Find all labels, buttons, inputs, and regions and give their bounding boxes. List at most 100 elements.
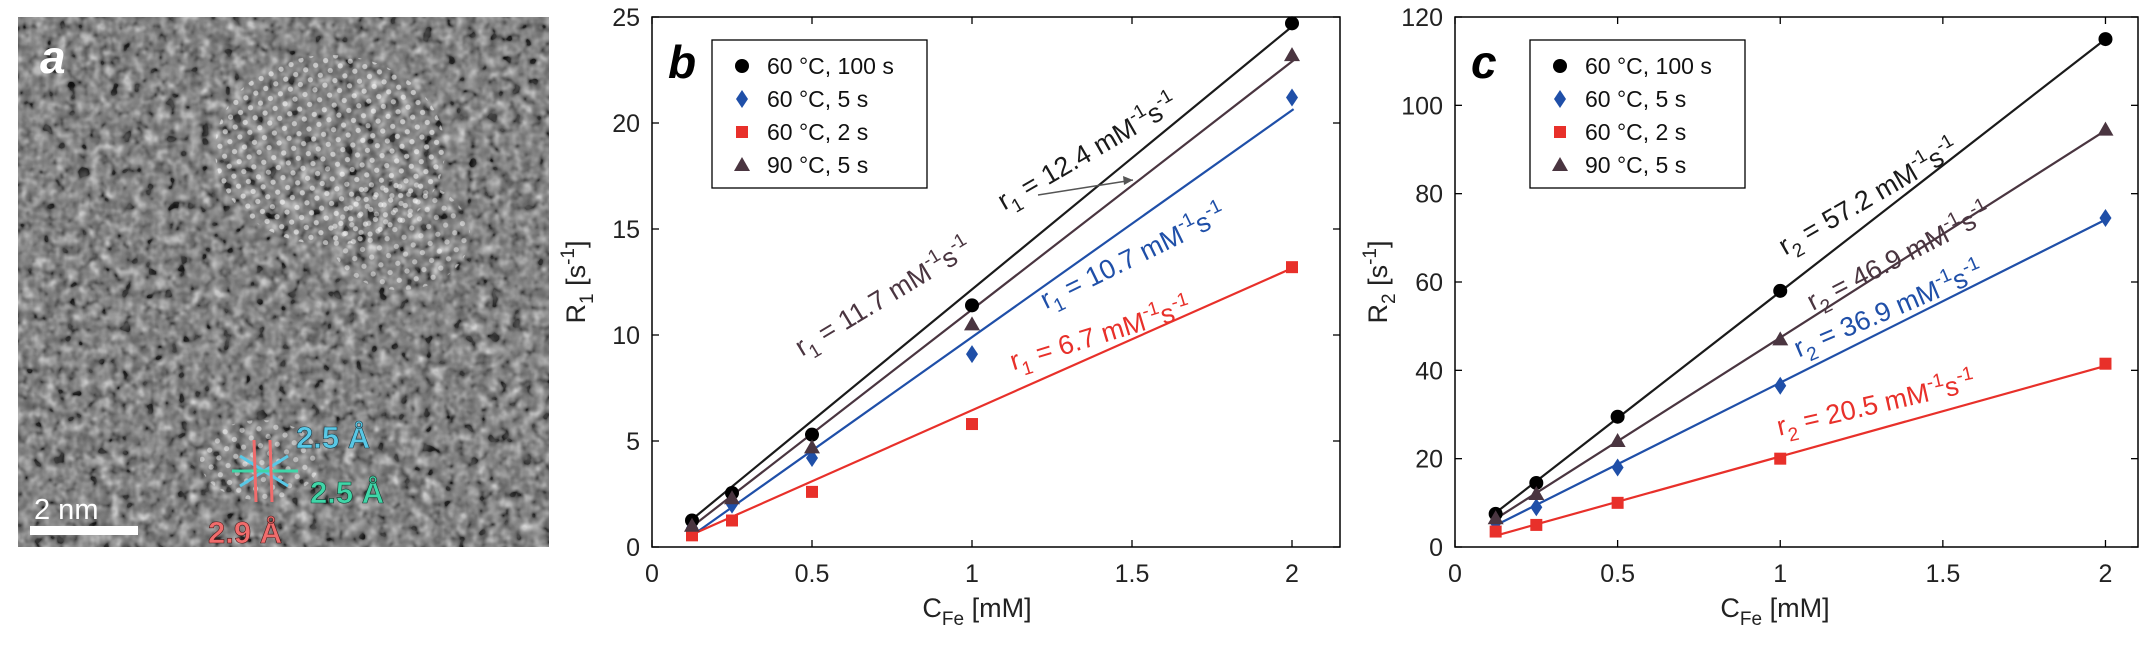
y-tick-label: 100 xyxy=(1401,92,1443,120)
fit-line-3 xyxy=(1493,128,2108,521)
legend-marker-2 xyxy=(1554,126,1566,138)
x-tick-label: 0 xyxy=(645,560,659,588)
legend-entry-label: 90 °C, 5 s xyxy=(767,152,868,178)
data-point-series-2 xyxy=(1489,525,1502,538)
legend-entry-label: 60 °C, 100 s xyxy=(1585,53,1712,79)
crystal-lattice-region-3 xyxy=(200,420,320,500)
y-tick-label: 20 xyxy=(612,110,640,138)
fit-line-0 xyxy=(1493,36,2108,515)
legend-marker-1 xyxy=(1554,90,1566,108)
x-tick-label: 0.5 xyxy=(1600,560,1635,588)
data-point-series-1 xyxy=(1286,88,1298,107)
fit-line-2 xyxy=(689,266,1295,537)
crystal-lattice-region-2 xyxy=(330,180,470,290)
panel-a-tem-image: a 2 nm 2.5 Å 2.5 Å 2.9 Å xyxy=(18,17,549,550)
x-axis-title: CFe [mM] xyxy=(1720,593,1829,630)
y-tick-label: 15 xyxy=(612,216,640,244)
data-point-series-2 xyxy=(1530,518,1543,531)
fit-line-3 xyxy=(689,59,1295,529)
y-tick-label: 10 xyxy=(612,322,640,350)
panel-label-a: a xyxy=(40,31,66,83)
spacing-label-3: 2.9 Å xyxy=(208,515,282,550)
data-point-series-3 xyxy=(684,517,700,532)
data-point-series-0 xyxy=(1610,409,1625,424)
data-point-series-3 xyxy=(724,490,740,505)
scale-bar-label: 2 nm xyxy=(34,494,98,526)
spacing-label-1: 2.5 Å xyxy=(296,420,370,455)
legend: 60 °C, 100 s 60 °C, 5 s 60 °C, 2 s 90 °C, 5… xyxy=(711,39,928,189)
x-tick-label: 2 xyxy=(1285,560,1299,588)
relaxivity-annotation: r1 = 12.4 mM-1s-1 xyxy=(990,85,1186,222)
annotation-pointer xyxy=(1037,179,1134,196)
data-point-series-2 xyxy=(1286,261,1298,274)
x-tick-label: 2 xyxy=(2099,560,2113,588)
legend-entry-label: 60 °C, 5 s xyxy=(767,86,868,112)
legend-entry-label: 60 °C, 2 s xyxy=(1585,119,1686,145)
x-tick-label: 1 xyxy=(1773,560,1787,588)
legend-marker-2 xyxy=(736,126,748,138)
legend-entry-label: 90 °C, 5 s xyxy=(1585,152,1686,178)
data-point-series-1 xyxy=(2099,208,2112,227)
spacing-line xyxy=(252,439,258,503)
x-tick-label: 1.5 xyxy=(1925,560,1960,588)
data-point-series-0 xyxy=(1773,283,1788,298)
y-tick-label: 0 xyxy=(626,534,640,562)
annotation-pointer-head xyxy=(1123,176,1133,185)
y-tick-label: 5 xyxy=(626,428,640,456)
data-point-series-0 xyxy=(1529,475,1544,490)
data-point-series-0 xyxy=(965,298,979,313)
data-point-series-0 xyxy=(805,427,819,442)
legend-marker-1 xyxy=(736,90,748,108)
legend-marker-0 xyxy=(735,59,749,73)
legend-entry-label: 60 °C, 2 s xyxy=(767,119,868,145)
data-point-series-0 xyxy=(1285,16,1299,31)
relaxivity-annotation: r1 = 6.7 mM-1s-1 xyxy=(1005,289,1196,383)
x-tick-label: 1.5 xyxy=(1115,560,1150,588)
data-point-series-1 xyxy=(966,345,978,364)
data-point-series-1 xyxy=(1530,498,1543,517)
data-point-series-3 xyxy=(1284,47,1300,62)
fit-line-2 xyxy=(1493,364,2108,538)
data-point-series-0 xyxy=(2098,32,2113,47)
y-tick-label: 80 xyxy=(1415,181,1443,209)
data-point-series-1 xyxy=(1611,458,1624,477)
data-point-series-3 xyxy=(964,316,980,331)
y-tick-label: 25 xyxy=(612,4,640,32)
x-axis-title: CFe [mM] xyxy=(922,593,1031,630)
y-tick-label: 60 xyxy=(1415,269,1443,297)
data-point-series-3 xyxy=(1528,486,1545,500)
scale-bar xyxy=(30,526,138,535)
data-point-series-2 xyxy=(726,514,738,527)
data-point-series-3 xyxy=(804,439,820,454)
fit-line-0 xyxy=(689,24,1295,522)
panel-label: b xyxy=(668,36,696,88)
y-tick-label: 120 xyxy=(1401,4,1443,32)
legend-marker-3 xyxy=(734,157,750,171)
spacing-label-2: 2.5 Å xyxy=(310,475,384,510)
legend-marker-0 xyxy=(1553,59,1567,73)
data-point-series-2 xyxy=(686,529,698,542)
y-tick-label: 20 xyxy=(1415,446,1443,474)
legend-entry-label: 60 °C, 100 s xyxy=(767,53,894,79)
lattice-spacing-markers xyxy=(232,439,298,503)
data-point-series-2 xyxy=(966,418,978,431)
relaxivity-annotation: r1 = 11.7 mM-1s-1 xyxy=(788,229,981,368)
fit-line-1 xyxy=(689,108,1295,538)
y-tick-label: 0 xyxy=(1429,534,1443,562)
fit-line-1 xyxy=(1493,217,2108,528)
data-point-series-2 xyxy=(1774,452,1787,465)
y-tick-label: 40 xyxy=(1415,357,1443,385)
legend: 60 °C, 100 s 60 °C, 5 s 60 °C, 2 s 90 °C, 5… xyxy=(1529,39,1746,189)
data-point-series-2 xyxy=(806,485,818,498)
spacing-line xyxy=(268,439,274,503)
relaxivity-annotation: r2 = 20.5 mM-1s-1 xyxy=(1773,363,1980,449)
plot-area-frame xyxy=(651,16,1341,548)
data-point-series-3 xyxy=(2097,121,2114,136)
legend-marker-3 xyxy=(1552,157,1568,171)
y-axis-title: R1 [s-1] xyxy=(558,240,598,323)
data-point-series-3 xyxy=(1487,510,1504,525)
panel-label: c xyxy=(1471,36,1497,88)
